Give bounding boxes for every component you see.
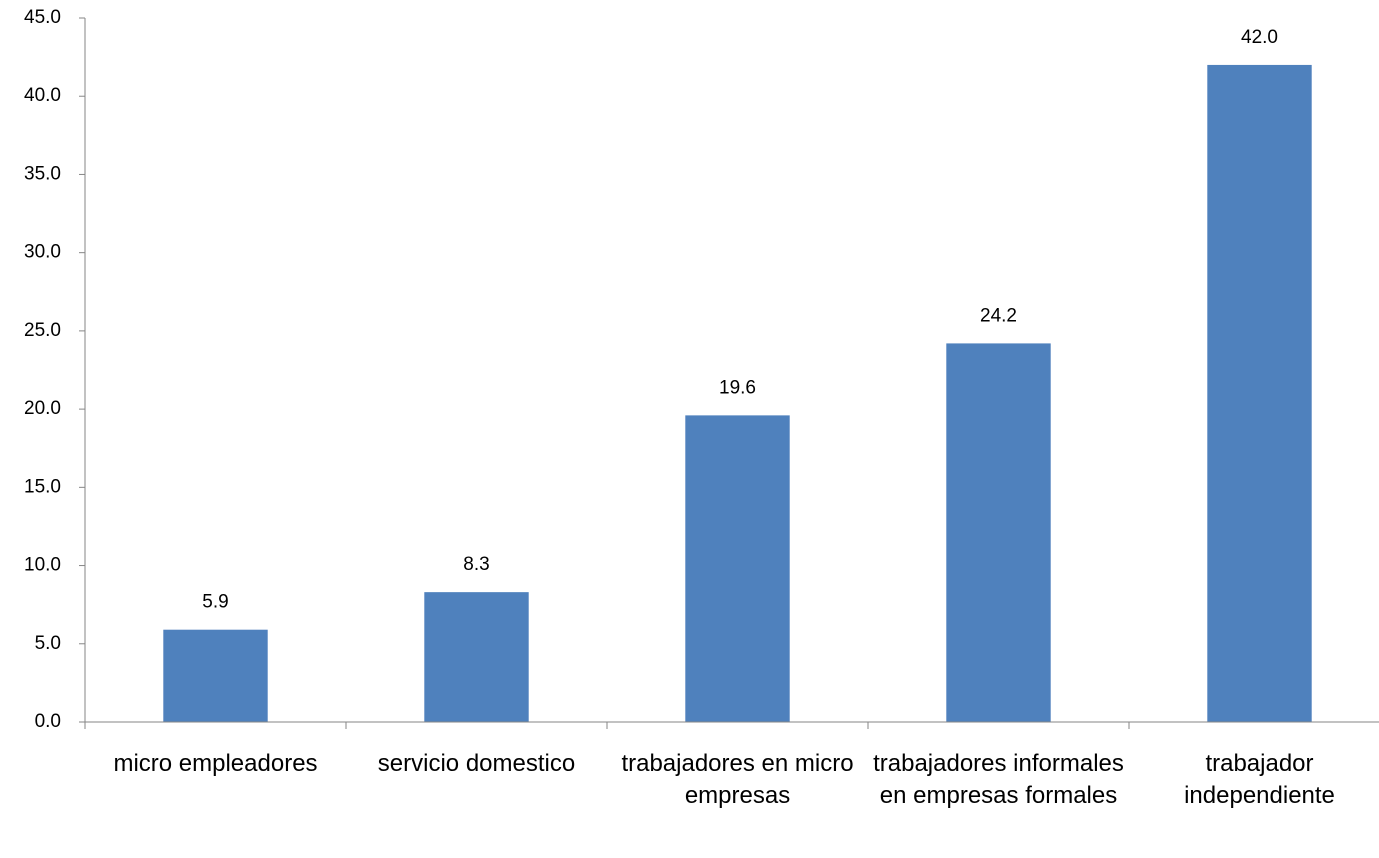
- y-tick-label: 40.0: [24, 85, 61, 106]
- bar: [946, 343, 1051, 722]
- bar: [1207, 64, 1312, 722]
- y-tick-label: 20.0: [24, 398, 61, 419]
- data-label: 24.2: [980, 305, 1017, 326]
- data-label: 8.3: [463, 554, 489, 575]
- x-tick-label: micro empleadores: [113, 750, 318, 777]
- x-tick-label: trabajadores en micro empresas: [621, 750, 854, 809]
- y-tick-label: 35.0: [24, 163, 61, 184]
- y-tick-label: 25.0: [24, 320, 61, 341]
- x-tick-label: trabajador independiente: [1184, 750, 1335, 809]
- data-label: 42.0: [1241, 27, 1278, 48]
- data-label: 19.6: [719, 377, 756, 398]
- x-tick-label: servicio domestico: [377, 750, 576, 777]
- x-tick-label: trabajadores informales en empresas form…: [873, 750, 1124, 809]
- bar: [424, 592, 529, 722]
- y-tick-label: 10.0: [24, 555, 61, 576]
- y-tick-label: 30.0: [24, 242, 61, 263]
- bar: [685, 415, 790, 722]
- bar: [163, 629, 268, 722]
- y-tick-label: 15.0: [24, 476, 61, 497]
- y-tick-label: 0.0: [35, 711, 61, 732]
- data-label: 5.9: [202, 592, 228, 613]
- y-tick-label: 45.0: [24, 7, 61, 28]
- y-tick-label: 5.0: [35, 633, 61, 654]
